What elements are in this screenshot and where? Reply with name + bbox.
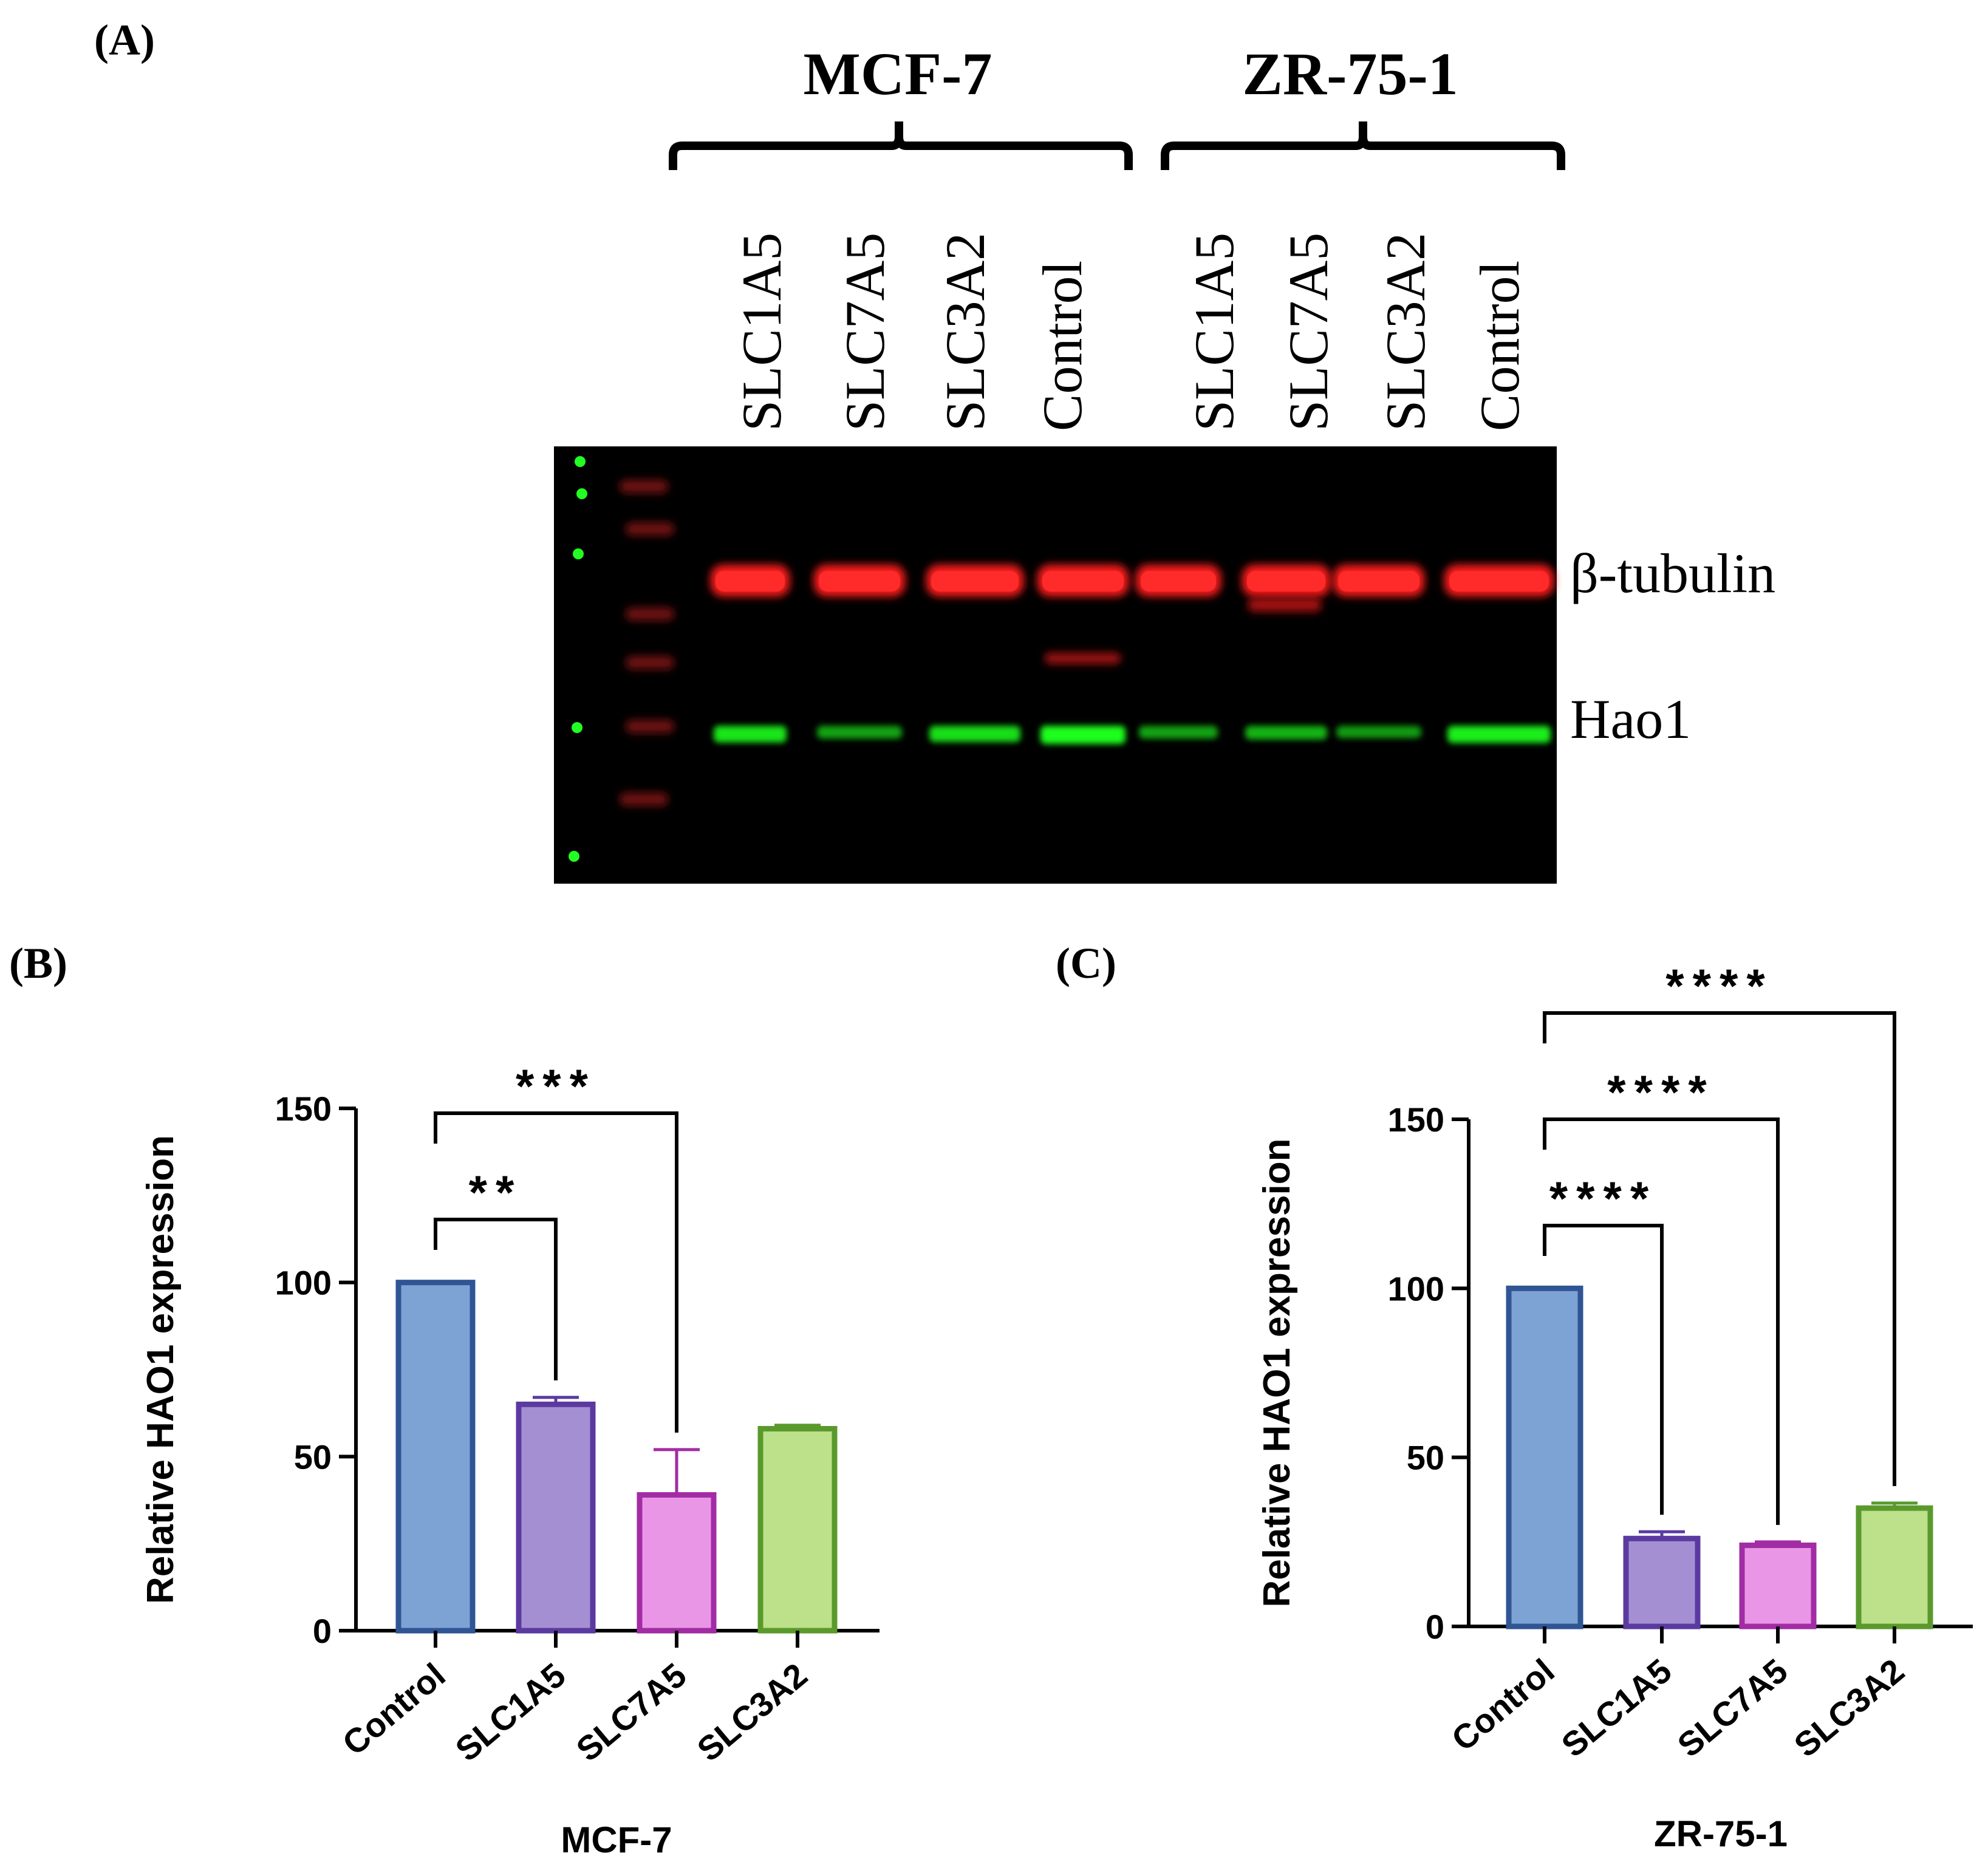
bar-slc3a2 [1856,1505,1933,1629]
x-tick-label: SLC7A5 [569,1656,694,1769]
bar-control [395,1280,476,1634]
blot-bracket-zr751 [1161,121,1565,170]
x-tick-label: SLC1A5 [1554,1651,1679,1764]
tubulin-band-core [1042,571,1124,592]
x-tick-label: Control [335,1656,453,1762]
panel-a-label: (A) [94,16,155,64]
blot-lane-labels: SLC1A5 SLC7A5 SLC3A2 Control SLC1A5 SLC7A5 SLC… [731,233,1531,431]
y-tick-label: 0 [1426,1608,1444,1646]
tubulin-band-core [931,571,1019,592]
lane-label-control: Control [1469,261,1531,431]
significance-label: **** [1607,1065,1715,1119]
lane-label-slc1a5: SLC1A5 [731,233,793,431]
tubulin-band-core [1338,571,1419,592]
y-tick-label: 50 [1407,1439,1444,1477]
hao1-band [714,726,787,743]
significance-bracket [1543,1117,1780,1525]
blot-background [554,446,1557,884]
x-tick-label: Control [1444,1651,1562,1758]
x-tick-label: SLC7A5 [1670,1651,1795,1764]
ladder-band [626,720,674,733]
band-label-hao1: Hao1 [1570,688,1691,750]
panel-b-label: (B) [9,939,67,988]
ladder-band [626,656,674,669]
lane-label-slc1a5: SLC1A5 [1183,233,1245,431]
western-blot-image [554,446,1557,884]
bar-slc1a5 [1623,1535,1701,1629]
extra-band [1045,653,1121,664]
ladder-band [626,522,674,536]
hao1-band [1336,726,1421,739]
tubulin-band-core [819,571,900,592]
tubulin-band-core [1449,571,1549,592]
lane-label-slc7a5: SLC7A5 [1277,233,1339,431]
chart-zr751: 0 50 100 150 Relative HAO1 expression Control… [1256,959,1973,1854]
panel-c-label: (C) [1056,939,1116,988]
hao1-band [929,726,1020,742]
blot-bands [569,456,1554,862]
bar-slc1a5 [516,1401,596,1634]
hao1-band [1245,726,1327,740]
tubulin-band-core [716,571,785,592]
significance-bracket [1543,1224,1664,1515]
marker-dot [576,488,587,499]
lane-label-slc3a2: SLC3A2 [1375,233,1436,431]
lane-label-control: Control [1031,261,1093,431]
ladder-band [620,793,668,806]
y-tick-label: 50 [294,1438,332,1476]
hao1-band [1447,726,1551,743]
tubulin-band-core [1247,571,1325,592]
significance-bracket [434,1111,678,1433]
y-tick-label: 150 [275,1090,332,1128]
lane-label-slc7a5: SLC7A5 [834,233,896,431]
x-tick-label: SLC3A2 [690,1656,815,1769]
marker-dot [575,456,586,467]
bar-slc3a2 [757,1425,838,1634]
y-tick-label: 150 [1388,1100,1444,1139]
ladder-band [626,607,674,621]
chart-mcf7: 0 50 100 150 Relative HAO1 expression Control… [140,1059,880,1860]
bar-slc7a5 [1739,1542,1817,1629]
y-axis-label: Relative HAO1 expression [140,1135,182,1604]
extra-band [1248,598,1321,612]
x-axis-label: ZR-75-1 [1654,1813,1788,1854]
significance-bracket [1543,1011,1896,1486]
lane-label-slc3a2: SLC3A2 [934,233,996,431]
band-label-tubulin: β-tubulin [1570,542,1775,604]
x-tick-label: SLC1A5 [448,1656,573,1769]
significance-bracket [434,1218,558,1380]
significance-label: *** [516,1059,596,1113]
blot-bracket-mcf7 [669,121,1133,170]
blot-group-mcf7: MCF-7 [804,40,992,107]
significance-label: **** [1549,1172,1657,1225]
hao1-band [1139,726,1218,739]
marker-dot [573,548,584,559]
bar-slc7a5 [637,1492,717,1634]
y-tick-label: 0 [313,1612,332,1650]
marker-dot [569,851,579,862]
significance-label: **** [1665,959,1773,1012]
blot-group-zr751: ZR-75-1 [1242,40,1458,107]
y-tick-label: 100 [275,1264,332,1302]
hao1-band [817,726,902,739]
marker-dot [572,722,582,733]
tubulin-band-core [1141,571,1216,592]
ladder-band [620,480,668,493]
significance-label: ** [469,1165,523,1219]
hao1-band [1040,726,1126,744]
x-tick-label: SLC3A2 [1787,1651,1911,1764]
bar-control [1506,1285,1583,1629]
y-tick-label: 100 [1388,1269,1444,1308]
y-axis-label: Relative HAO1 expression [1256,1139,1298,1608]
x-axis-label: MCF-7 [561,1820,672,1860]
